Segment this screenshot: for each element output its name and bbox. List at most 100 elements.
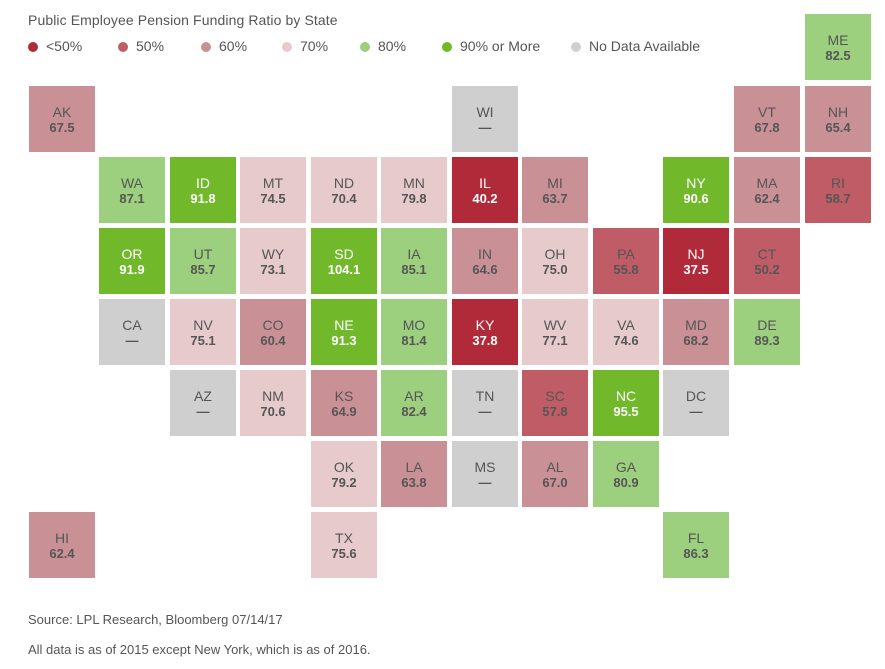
state-abbr: MO bbox=[402, 317, 426, 333]
state-tile-or: OR 91.9 bbox=[99, 228, 165, 294]
legend-dot-60 bbox=[201, 42, 211, 52]
state-value: 79.2 bbox=[331, 475, 357, 490]
legend-label: No Data Available bbox=[589, 38, 701, 54]
state-tile-nv: NV 75.1 bbox=[170, 299, 236, 365]
state-value: — bbox=[196, 404, 210, 419]
state-tile-nh: NH 65.4 bbox=[805, 86, 871, 152]
state-tile-mt: MT 74.5 bbox=[240, 157, 306, 223]
state-value: 90.6 bbox=[683, 191, 709, 206]
state-value: 40.2 bbox=[472, 191, 498, 206]
state-abbr: NH bbox=[827, 104, 849, 120]
legend-label: 90% or More bbox=[460, 38, 541, 54]
state-tile-ky: KY 37.8 bbox=[452, 299, 518, 365]
legend-item-60: 60% bbox=[201, 37, 247, 55]
data-note: All data is as of 2015 except New York, … bbox=[28, 642, 371, 657]
state-value: 91.9 bbox=[119, 262, 145, 277]
legend-dot-80 bbox=[360, 42, 370, 52]
state-tile-sd: SD 104.1 bbox=[311, 228, 377, 294]
state-tile-nm: NM 70.6 bbox=[240, 370, 306, 436]
state-abbr: UT bbox=[193, 246, 213, 262]
state-abbr: NE bbox=[334, 317, 354, 333]
state-abbr: AZ bbox=[194, 388, 212, 404]
state-value: 63.7 bbox=[542, 191, 568, 206]
state-tile-mo: MO 81.4 bbox=[381, 299, 447, 365]
state-tile-ny: NY 90.6 bbox=[663, 157, 729, 223]
state-value: 77.1 bbox=[542, 333, 568, 348]
state-tile-tx: TX 75.6 bbox=[311, 512, 377, 578]
state-value: 82.4 bbox=[401, 404, 427, 419]
state-tile-vt: VT 67.8 bbox=[734, 86, 800, 152]
state-tile-tn: TN — bbox=[452, 370, 518, 436]
state-abbr: NC bbox=[615, 388, 637, 404]
state-abbr: RI bbox=[831, 175, 845, 191]
state-value: 70.6 bbox=[260, 404, 286, 419]
state-abbr: MS bbox=[474, 459, 496, 475]
legend-label: 50% bbox=[136, 38, 165, 54]
state-abbr: IL bbox=[479, 175, 491, 191]
state-tile-nd: ND 70.4 bbox=[311, 157, 377, 223]
legend-dot-lt50 bbox=[28, 42, 38, 52]
state-tile-il: IL 40.2 bbox=[452, 157, 518, 223]
state-value: 85.1 bbox=[401, 262, 427, 277]
state-abbr: DC bbox=[685, 388, 707, 404]
state-tile-nc: NC 95.5 bbox=[593, 370, 659, 436]
state-tile-wa: WA 87.1 bbox=[99, 157, 165, 223]
state-tile-ak: AK 67.5 bbox=[29, 86, 95, 152]
legend-item-na: No Data Available bbox=[571, 37, 700, 55]
state-abbr: VA bbox=[617, 317, 635, 333]
state-abbr: SD bbox=[334, 246, 354, 262]
state-abbr: TN bbox=[475, 388, 495, 404]
state-abbr: WV bbox=[543, 317, 567, 333]
state-abbr: AK bbox=[52, 104, 72, 120]
state-value: 37.8 bbox=[472, 333, 498, 348]
legend-dot-na bbox=[571, 42, 581, 52]
state-value: 74.5 bbox=[260, 191, 286, 206]
state-value: — bbox=[689, 404, 703, 419]
state-value: 74.6 bbox=[613, 333, 639, 348]
legend-item-70: 70% bbox=[282, 37, 328, 55]
state-value: 82.5 bbox=[825, 48, 851, 63]
state-tile-in: IN 64.6 bbox=[452, 228, 518, 294]
state-tile-md: MD 68.2 bbox=[663, 299, 729, 365]
state-abbr: MD bbox=[685, 317, 707, 333]
state-abbr: NY bbox=[686, 175, 706, 191]
state-abbr: CO bbox=[262, 317, 284, 333]
state-abbr: AL bbox=[546, 459, 564, 475]
state-tile-ar: AR 82.4 bbox=[381, 370, 447, 436]
state-tile-fl: FL 86.3 bbox=[663, 512, 729, 578]
legend-dot-50 bbox=[118, 42, 128, 52]
state-abbr: NJ bbox=[687, 246, 705, 262]
state-value: 75.6 bbox=[331, 546, 357, 561]
state-value: — bbox=[478, 404, 492, 419]
state-value: 79.8 bbox=[401, 191, 427, 206]
state-abbr: AR bbox=[404, 388, 424, 404]
state-value: 50.2 bbox=[754, 262, 780, 277]
legend-item-80: 80% bbox=[360, 37, 406, 55]
state-tile-mn: MN 79.8 bbox=[381, 157, 447, 223]
legend-item-50: 50% bbox=[118, 37, 164, 55]
state-abbr: NV bbox=[193, 317, 213, 333]
state-abbr: NM bbox=[262, 388, 284, 404]
state-tile-ct: CT 50.2 bbox=[734, 228, 800, 294]
state-value: 104.1 bbox=[327, 262, 361, 277]
state-abbr: OR bbox=[121, 246, 143, 262]
state-abbr: WY bbox=[261, 246, 285, 262]
state-value: 64.6 bbox=[472, 262, 498, 277]
state-tile-wi: WI — bbox=[452, 86, 518, 152]
legend-dot-70 bbox=[282, 42, 292, 52]
state-abbr: MA bbox=[756, 175, 778, 191]
state-value: 81.4 bbox=[401, 333, 427, 348]
state-tile-az: AZ — bbox=[170, 370, 236, 436]
state-abbr: VT bbox=[758, 104, 776, 120]
state-tile-ms: MS — bbox=[452, 441, 518, 507]
state-tile-nj: NJ 37.5 bbox=[663, 228, 729, 294]
state-tile-ri: RI 58.7 bbox=[805, 157, 871, 223]
state-tile-al: AL 67.0 bbox=[522, 441, 588, 507]
state-value: 55.8 bbox=[613, 262, 639, 277]
state-tile-wv: WV 77.1 bbox=[522, 299, 588, 365]
state-value: 62.4 bbox=[754, 191, 780, 206]
state-tile-ma: MA 62.4 bbox=[734, 157, 800, 223]
state-tile-ut: UT 85.7 bbox=[170, 228, 236, 294]
state-tile-me: ME 82.5 bbox=[805, 14, 871, 80]
state-abbr: OK bbox=[333, 459, 355, 475]
